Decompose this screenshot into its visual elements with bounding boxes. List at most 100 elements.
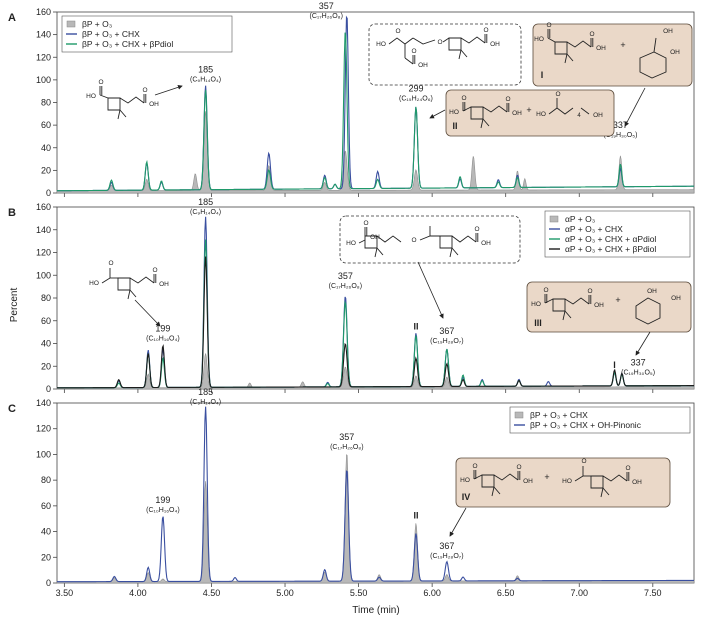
y-tick-label: 120 [36, 248, 51, 258]
plus-sign: + [544, 472, 549, 482]
atom-ho: HO [376, 41, 386, 48]
dashed-structure-box [339, 215, 521, 264]
bond-chain [556, 107, 574, 115]
legend-box [544, 210, 691, 258]
bond [449, 247, 453, 258]
peak-formula-label: (C₉H₁₄O₄) [190, 209, 221, 216]
y-tick-label: 120 [36, 52, 51, 62]
legend-box [61, 15, 233, 53]
atom-oh: OH [512, 110, 522, 117]
y-tick-label: 80 [41, 98, 51, 108]
annotation-arrow [449, 507, 467, 537]
x-tick-label: 3.50 [56, 588, 74, 598]
atom-oh: OH [490, 41, 500, 48]
annotation-arrow [134, 299, 161, 327]
bond-chain [388, 37, 414, 45]
bond-chain [99, 94, 109, 99]
structure-box [455, 457, 671, 508]
legend-swatch-gray [514, 411, 524, 419]
y-tick-label: 120 [36, 424, 51, 434]
atom-o: O [472, 463, 477, 470]
peak-formula-label: (C₁₉H₃₀O₅) [621, 370, 655, 377]
x-tick-label: 5.00 [276, 588, 294, 598]
atom-o: O [108, 260, 113, 267]
structure-box [526, 281, 692, 333]
cyclobutane-ring [117, 277, 131, 291]
legend-label: αP + O₃ + CHX + βPdiol [565, 244, 656, 254]
atom-o: O [581, 458, 586, 465]
bond-chain [547, 37, 556, 43]
y-tick-label: 0 [46, 384, 51, 394]
atom-o: O [589, 31, 594, 38]
x-tick-label: 7.50 [644, 588, 662, 598]
structure-box [532, 23, 693, 87]
panel-letter: B [8, 207, 16, 219]
bond-chain [566, 40, 592, 48]
annotation-arrow [624, 87, 646, 127]
pinane-ring [635, 297, 661, 325]
atom-oh: OH [523, 478, 533, 485]
box-label: IV [462, 492, 471, 502]
atom-oh: OH [370, 234, 380, 241]
x-tick-label: 4.50 [203, 588, 221, 598]
bond [566, 53, 574, 62]
peak-mz-label: 185 [198, 197, 213, 207]
panel-C: C 0 20 40 60 80 100 120 140 3.50 4.00 4.50 5.00 5.50 6… [8, 387, 695, 598]
y-tick-label: 20 [41, 361, 51, 371]
annotation-arrow [154, 84, 183, 96]
bond [602, 487, 610, 496]
bond-chain [119, 96, 145, 104]
bond-chain [574, 475, 584, 482]
bond-chain [412, 37, 436, 45]
legend-swatch-gray [549, 215, 559, 223]
y-tick-label: 80 [41, 475, 51, 485]
bond-chain [602, 474, 628, 482]
atom-o: O [411, 237, 416, 244]
dashed-structure-box [368, 23, 522, 86]
annotation-arrow [417, 261, 444, 319]
peak-mz-label: 185 [198, 387, 213, 397]
bond-chain [129, 276, 155, 284]
series-blue-line [57, 406, 694, 583]
cyclobutane-ring [107, 97, 121, 111]
bond [653, 37, 657, 53]
atom-oh: OH [481, 240, 491, 247]
y-tick-label: 60 [41, 316, 51, 326]
series-green-line [56, 32, 695, 192]
y-tick-label: 60 [41, 120, 51, 130]
peak-formula-label: (C₁₇H₂₆O₈) [329, 283, 362, 290]
bond [117, 109, 121, 120]
atom-oh: HO [534, 36, 544, 43]
atom-oh: HO [460, 477, 470, 484]
bond-chain [544, 298, 554, 304]
atom-o: O [474, 226, 479, 233]
atom-oh: OH [596, 45, 606, 52]
series-gray-area [56, 111, 695, 194]
legend-swatch-gray [66, 20, 76, 28]
peak-mz-label: 367 [439, 326, 454, 336]
atom-o: O [543, 287, 548, 294]
y-tick-label: 140 [36, 225, 51, 235]
bond [564, 53, 568, 64]
annotation-arrow [635, 331, 651, 356]
y-axis-label: Percent [9, 288, 20, 323]
bond-chain [101, 277, 111, 284]
peak-tag: II [413, 321, 418, 331]
bond [458, 49, 462, 60]
legend-label: βP + O₃ + CHX + βPdiol [82, 39, 173, 49]
atom-oh: OH [593, 112, 603, 119]
peak-mz-label: 185 [198, 64, 213, 74]
atom-o: O [625, 465, 630, 472]
atom-o: O [505, 96, 510, 103]
atom-ho: HO [562, 478, 572, 485]
atom-oh: OH [663, 28, 673, 35]
bond [460, 49, 468, 58]
legend-label: βP + O₃ + CHX [82, 29, 140, 39]
